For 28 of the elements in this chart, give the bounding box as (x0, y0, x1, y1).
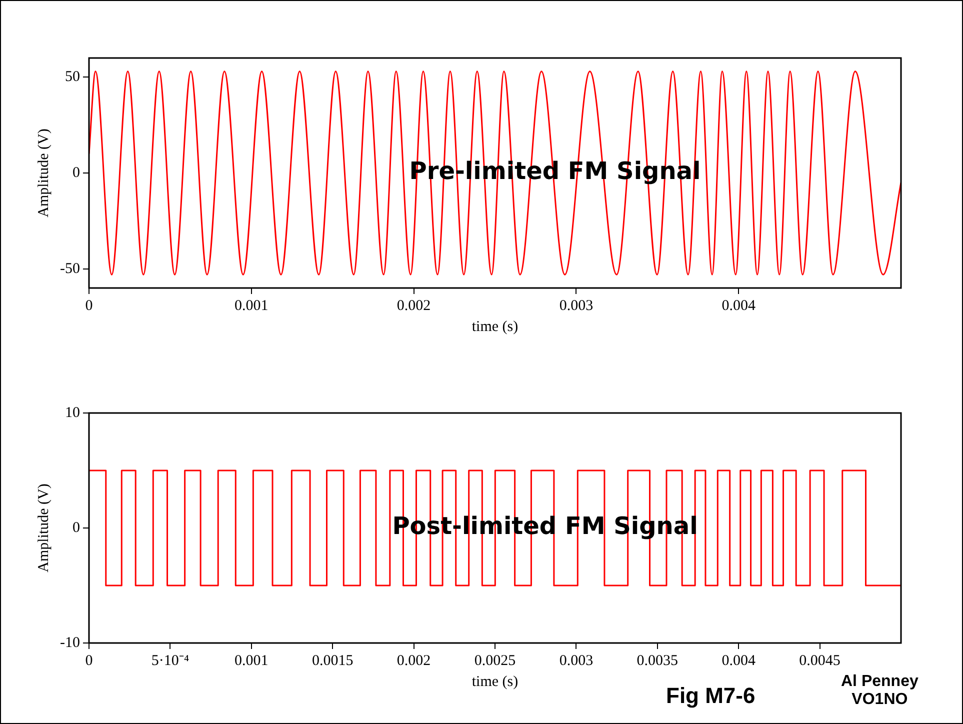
x-tick-label: 0.001 (234, 652, 268, 669)
x-tick-label: 0.0015 (312, 652, 354, 669)
y-tick-label: 0 (72, 520, 80, 536)
y-tick-label: 0 (72, 164, 80, 181)
y-tick-label: 10 (64, 404, 80, 421)
x-tick-label: 5·10⁻⁴ (151, 652, 190, 669)
x-tick-label: 0 (85, 652, 93, 669)
y-axis-title: Amplitude (V) (36, 484, 52, 572)
x-tick-label: 0.004 (722, 298, 756, 314)
y-tick-label: -50 (60, 260, 80, 277)
x-tick-label: 0.002 (396, 652, 431, 669)
x-tick-label: 0.004 (722, 652, 756, 669)
x-tick-label: 0.003 (559, 298, 594, 314)
x-axis-title: time (s) (472, 674, 518, 690)
text: Al Penney VO1NO (841, 673, 918, 709)
y-axis-title: Amplitude (V) (36, 128, 52, 218)
x-tick-label: 0.003 (559, 652, 594, 669)
x-tick-label: 0 (85, 298, 93, 314)
x-tick-label: 0.0035 (636, 652, 678, 669)
x-tick-label: 0.002 (396, 298, 431, 314)
caption: Fig M7-6 (666, 683, 756, 709)
y-tick-label: -10 (60, 634, 80, 651)
line-series (88, 70, 901, 276)
x-tick-label: 0.0045 (799, 652, 840, 669)
x-tick-label: 0.001 (234, 298, 268, 314)
x-tick-label: 0.0025 (474, 652, 516, 669)
y-tick-label: 50 (64, 69, 80, 86)
x-axis-title: time (s) (472, 318, 518, 335)
